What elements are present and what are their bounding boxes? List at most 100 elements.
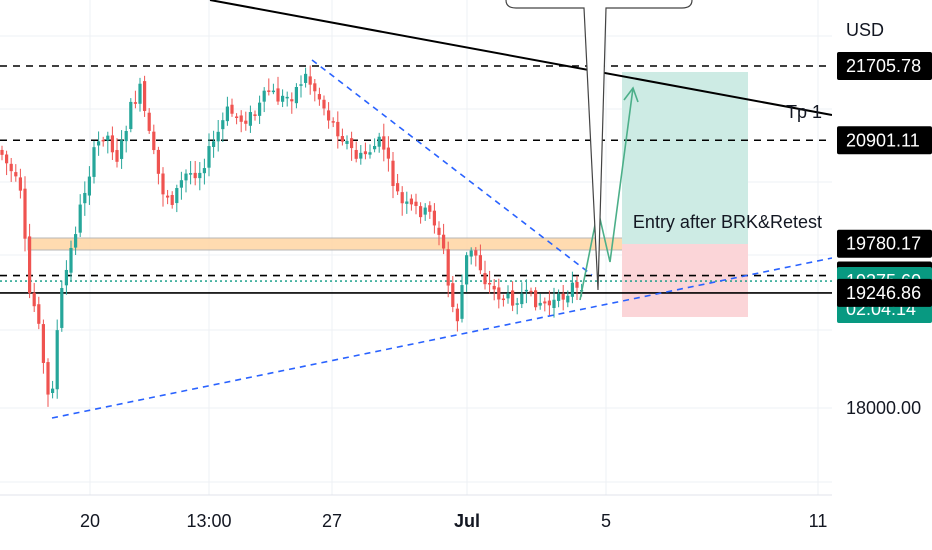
price-tag-label: 19246.86 bbox=[846, 283, 921, 303]
candle-body bbox=[55, 330, 59, 390]
candle-body bbox=[193, 172, 197, 179]
candle-body bbox=[120, 140, 124, 159]
price-tag-bg bbox=[837, 126, 932, 155]
candle-body bbox=[566, 295, 570, 303]
candle-body bbox=[552, 299, 556, 309]
candle-body bbox=[308, 76, 312, 85]
candle-body bbox=[97, 141, 101, 146]
candle-body bbox=[161, 173, 165, 195]
candle-body bbox=[363, 151, 367, 155]
time-tick-label: 5 bbox=[601, 511, 611, 531]
candle-body bbox=[469, 250, 473, 257]
candle-body bbox=[253, 114, 257, 116]
price-tick-label: 18000.00 bbox=[846, 398, 921, 418]
projection-path bbox=[579, 87, 634, 301]
currency-label: USD bbox=[846, 20, 884, 40]
candle-body bbox=[276, 88, 280, 102]
candle-body bbox=[396, 183, 400, 192]
candle-body bbox=[14, 172, 18, 177]
candle-body bbox=[32, 292, 36, 307]
time-tick-label: 13:00 bbox=[186, 511, 231, 531]
candle-body bbox=[9, 163, 13, 172]
candle-body bbox=[368, 152, 372, 155]
candle-body bbox=[37, 304, 41, 324]
candle-body bbox=[290, 99, 294, 102]
price-tag-bg bbox=[837, 278, 932, 307]
candle-body bbox=[382, 136, 386, 150]
time-tick-label: 20 bbox=[80, 511, 100, 531]
candle-body bbox=[74, 234, 78, 248]
candle-body bbox=[248, 112, 252, 126]
candle-body bbox=[184, 173, 188, 181]
candle-body bbox=[414, 201, 418, 206]
candle-body bbox=[23, 188, 27, 239]
candle-body bbox=[455, 308, 459, 322]
candle-body bbox=[202, 168, 206, 174]
candle-body bbox=[483, 273, 487, 285]
candle-body bbox=[442, 234, 446, 249]
candle-body bbox=[492, 285, 496, 290]
projection-arrow bbox=[623, 86, 639, 103]
candle-body bbox=[478, 255, 482, 271]
price-tag-bg bbox=[837, 52, 932, 80]
candle-body bbox=[432, 210, 436, 226]
candle-body bbox=[409, 198, 413, 205]
candle-body bbox=[124, 131, 128, 142]
candle-body bbox=[92, 147, 96, 177]
candle-body bbox=[69, 247, 73, 273]
candle-body bbox=[281, 95, 285, 102]
candle-body bbox=[327, 110, 331, 121]
candle-body bbox=[534, 290, 538, 308]
candle-body bbox=[179, 180, 183, 188]
candle-body bbox=[497, 287, 501, 300]
candle-body bbox=[313, 83, 317, 92]
price-tag-bg bbox=[837, 229, 932, 258]
trade-zones bbox=[0, 65, 832, 317]
candle-body bbox=[60, 288, 64, 328]
candle-body bbox=[543, 301, 547, 304]
candle-body bbox=[115, 150, 119, 162]
candle-body bbox=[267, 90, 271, 92]
candle-body bbox=[156, 149, 160, 174]
candle-body bbox=[5, 154, 9, 164]
candle-body bbox=[262, 90, 266, 102]
candle-body bbox=[345, 140, 349, 144]
candle-body bbox=[64, 269, 68, 286]
candle-body bbox=[147, 112, 151, 131]
descending-trendline bbox=[209, 0, 833, 116]
callout-bubble bbox=[505, 0, 693, 291]
candle-body bbox=[428, 205, 432, 212]
support-trendline bbox=[51, 257, 833, 419]
candle-body bbox=[41, 324, 45, 363]
chart-drawings bbox=[51, 0, 833, 419]
candle-body bbox=[216, 131, 220, 142]
candle-body bbox=[299, 84, 303, 86]
candle-body bbox=[557, 293, 561, 301]
price-axis[interactable]: 18000.0021705.7820901.1119780.1719435.45… bbox=[832, 0, 932, 550]
candle-body bbox=[304, 73, 308, 83]
time-axis[interactable]: 20 13:00 27 Jul 5 11 bbox=[0, 494, 832, 531]
time-tick-label: 11 bbox=[809, 511, 828, 531]
candle-body bbox=[239, 115, 243, 122]
candle-body bbox=[87, 176, 91, 196]
candle-body bbox=[501, 298, 505, 301]
candle-body bbox=[336, 121, 340, 137]
candle-body bbox=[207, 146, 211, 168]
candle-body bbox=[143, 81, 147, 111]
price-tag-label: 19780.17 bbox=[846, 234, 921, 254]
candle-body bbox=[511, 290, 515, 306]
candle-body bbox=[391, 160, 395, 187]
candle-body bbox=[244, 120, 248, 124]
candle-body bbox=[51, 388, 55, 393]
candlesticks bbox=[0, 65, 584, 407]
candle-body bbox=[547, 300, 551, 306]
target-zone bbox=[622, 72, 748, 244]
candle-body bbox=[101, 139, 105, 142]
candle-body bbox=[575, 281, 579, 288]
candle-body bbox=[212, 141, 216, 147]
candle-body bbox=[359, 152, 363, 159]
candle-body bbox=[488, 282, 492, 285]
candle-body bbox=[294, 87, 298, 104]
candle-body bbox=[0, 149, 4, 155]
